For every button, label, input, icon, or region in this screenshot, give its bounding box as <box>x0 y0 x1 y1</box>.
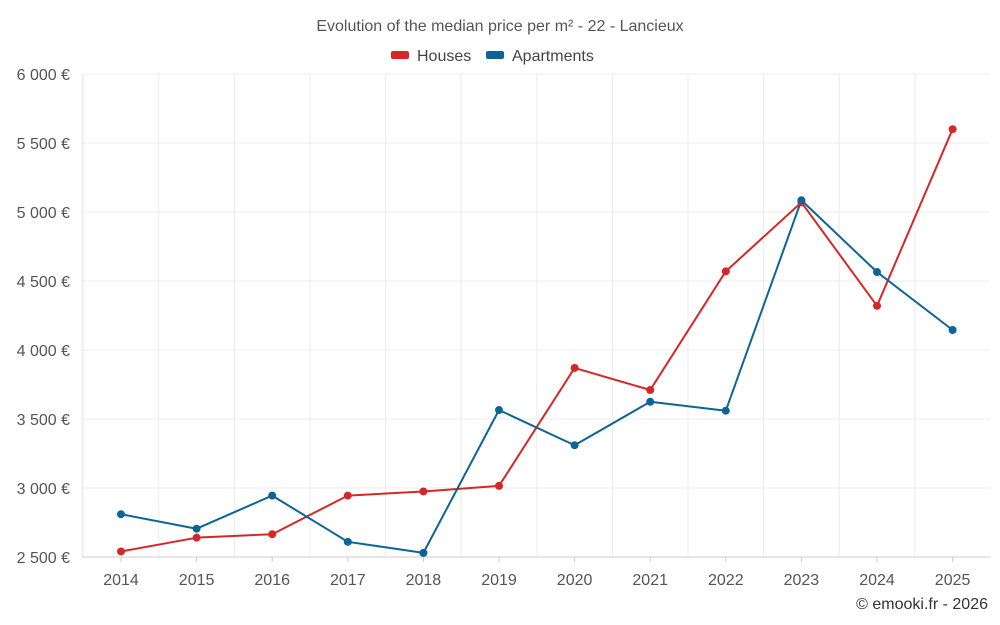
point-houses-2024[interactable] <box>873 301 881 310</box>
point-houses-2022[interactable] <box>721 267 730 276</box>
x-tick-label: 2021 <box>632 572 668 589</box>
point-houses-2020[interactable] <box>570 363 579 372</box>
x-tick-label: 2015 <box>179 572 215 589</box>
legend-label-apartments[interactable]: Apartments <box>512 48 594 65</box>
point-houses-2025[interactable] <box>948 125 957 134</box>
y-tick-label: 4 000 € <box>17 343 70 360</box>
point-apartments-2015[interactable] <box>192 524 201 533</box>
x-tick-label: 2020 <box>557 572 593 589</box>
legend-swatch-apartments <box>486 51 504 59</box>
x-tick-label: 2025 <box>935 572 971 589</box>
point-apartments-2016[interactable] <box>268 491 277 500</box>
point-apartments-2017[interactable] <box>343 537 352 546</box>
point-apartments-2018[interactable] <box>419 548 428 557</box>
x-tick-label: 2024 <box>859 572 895 589</box>
point-houses-2015[interactable] <box>192 533 201 542</box>
x-tick-label: 2016 <box>254 572 290 589</box>
x-tick-label: 2019 <box>481 572 517 589</box>
y-tick-label: 5 000 € <box>17 205 70 222</box>
y-tick-label: 6 000 € <box>17 67 70 84</box>
y-tick-label: 5 500 € <box>17 136 70 153</box>
point-apartments-2014[interactable] <box>117 510 125 519</box>
point-apartments-2023[interactable] <box>797 196 806 205</box>
point-apartments-2020[interactable] <box>570 441 579 450</box>
point-houses-2021[interactable] <box>646 386 655 395</box>
x-tick-label: 2017 <box>330 572 366 589</box>
point-houses-2017[interactable] <box>343 491 352 500</box>
y-tick-label: 2 500 € <box>17 550 70 567</box>
x-tick-label: 2022 <box>708 572 744 589</box>
point-apartments-2025[interactable] <box>948 325 957 334</box>
y-tick-label: 4 500 € <box>17 274 70 291</box>
point-apartments-2021[interactable] <box>646 397 655 406</box>
x-tick-label: 2023 <box>784 572 820 589</box>
axes: 2 500 € 3 000 € 3 500 € 4 000 € 4 500 € 5 000… <box>17 67 990 589</box>
point-houses-2016[interactable] <box>268 530 277 539</box>
series <box>117 125 957 557</box>
chart-title: Evolution of the median price per m² - 2… <box>316 18 683 35</box>
credit-text: © emooki.fr - 2026 <box>856 596 988 613</box>
point-houses-2014[interactable] <box>117 547 125 556</box>
grid <box>81 73 990 557</box>
x-tick-label: 2018 <box>406 572 442 589</box>
series-line-apartments <box>120 199 954 554</box>
legend-swatch-houses <box>391 51 409 59</box>
y-tick-label: 3 000 € <box>17 481 70 498</box>
point-apartments-2019[interactable] <box>495 406 503 415</box>
x-tick-label: 2014 <box>103 572 139 589</box>
point-houses-2018[interactable] <box>419 487 428 496</box>
legend-label-houses[interactable]: Houses <box>417 48 471 65</box>
point-apartments-2022[interactable] <box>721 406 730 415</box>
point-houses-2019[interactable] <box>495 481 503 490</box>
legend: Houses Apartments <box>391 48 594 65</box>
y-tick-label: 3 500 € <box>17 412 70 429</box>
point-apartments-2024[interactable] <box>873 268 881 277</box>
